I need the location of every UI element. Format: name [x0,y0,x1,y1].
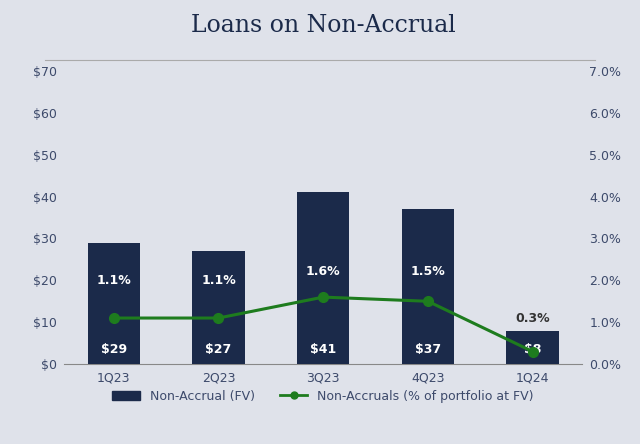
Text: 1.1%: 1.1% [97,274,131,287]
Text: 0.3%: 0.3% [515,312,550,325]
Text: 1.5%: 1.5% [410,266,445,278]
Title: Loans on Non-Accrual: Loans on Non-Accrual [191,14,456,37]
Bar [297,192,349,364]
Bar [192,251,244,364]
Text: $27: $27 [205,343,232,356]
Bar [402,209,454,364]
Text: $41: $41 [310,343,337,356]
Text: 1.1%: 1.1% [201,274,236,287]
Text: $37: $37 [415,343,441,356]
Text: 1.6%: 1.6% [306,266,340,278]
Bar [506,331,559,364]
Bar [88,243,140,364]
Text: $29: $29 [100,343,127,356]
Text: $8: $8 [524,343,541,356]
Legend: Non-Accrual (FV), Non-Accruals (% of portfolio at FV): Non-Accrual (FV), Non-Accruals (% of por… [108,385,539,408]
